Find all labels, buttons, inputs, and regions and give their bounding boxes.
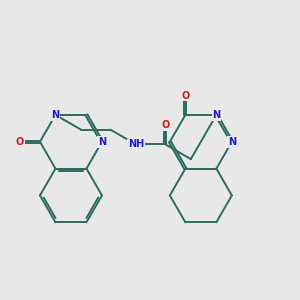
- Text: O: O: [16, 137, 24, 147]
- Text: NH: NH: [128, 140, 144, 149]
- Text: O: O: [161, 120, 170, 130]
- Text: N: N: [98, 137, 106, 147]
- Text: N: N: [51, 110, 59, 120]
- Text: N: N: [228, 137, 236, 147]
- Text: N: N: [212, 110, 220, 120]
- Text: O: O: [181, 91, 190, 101]
